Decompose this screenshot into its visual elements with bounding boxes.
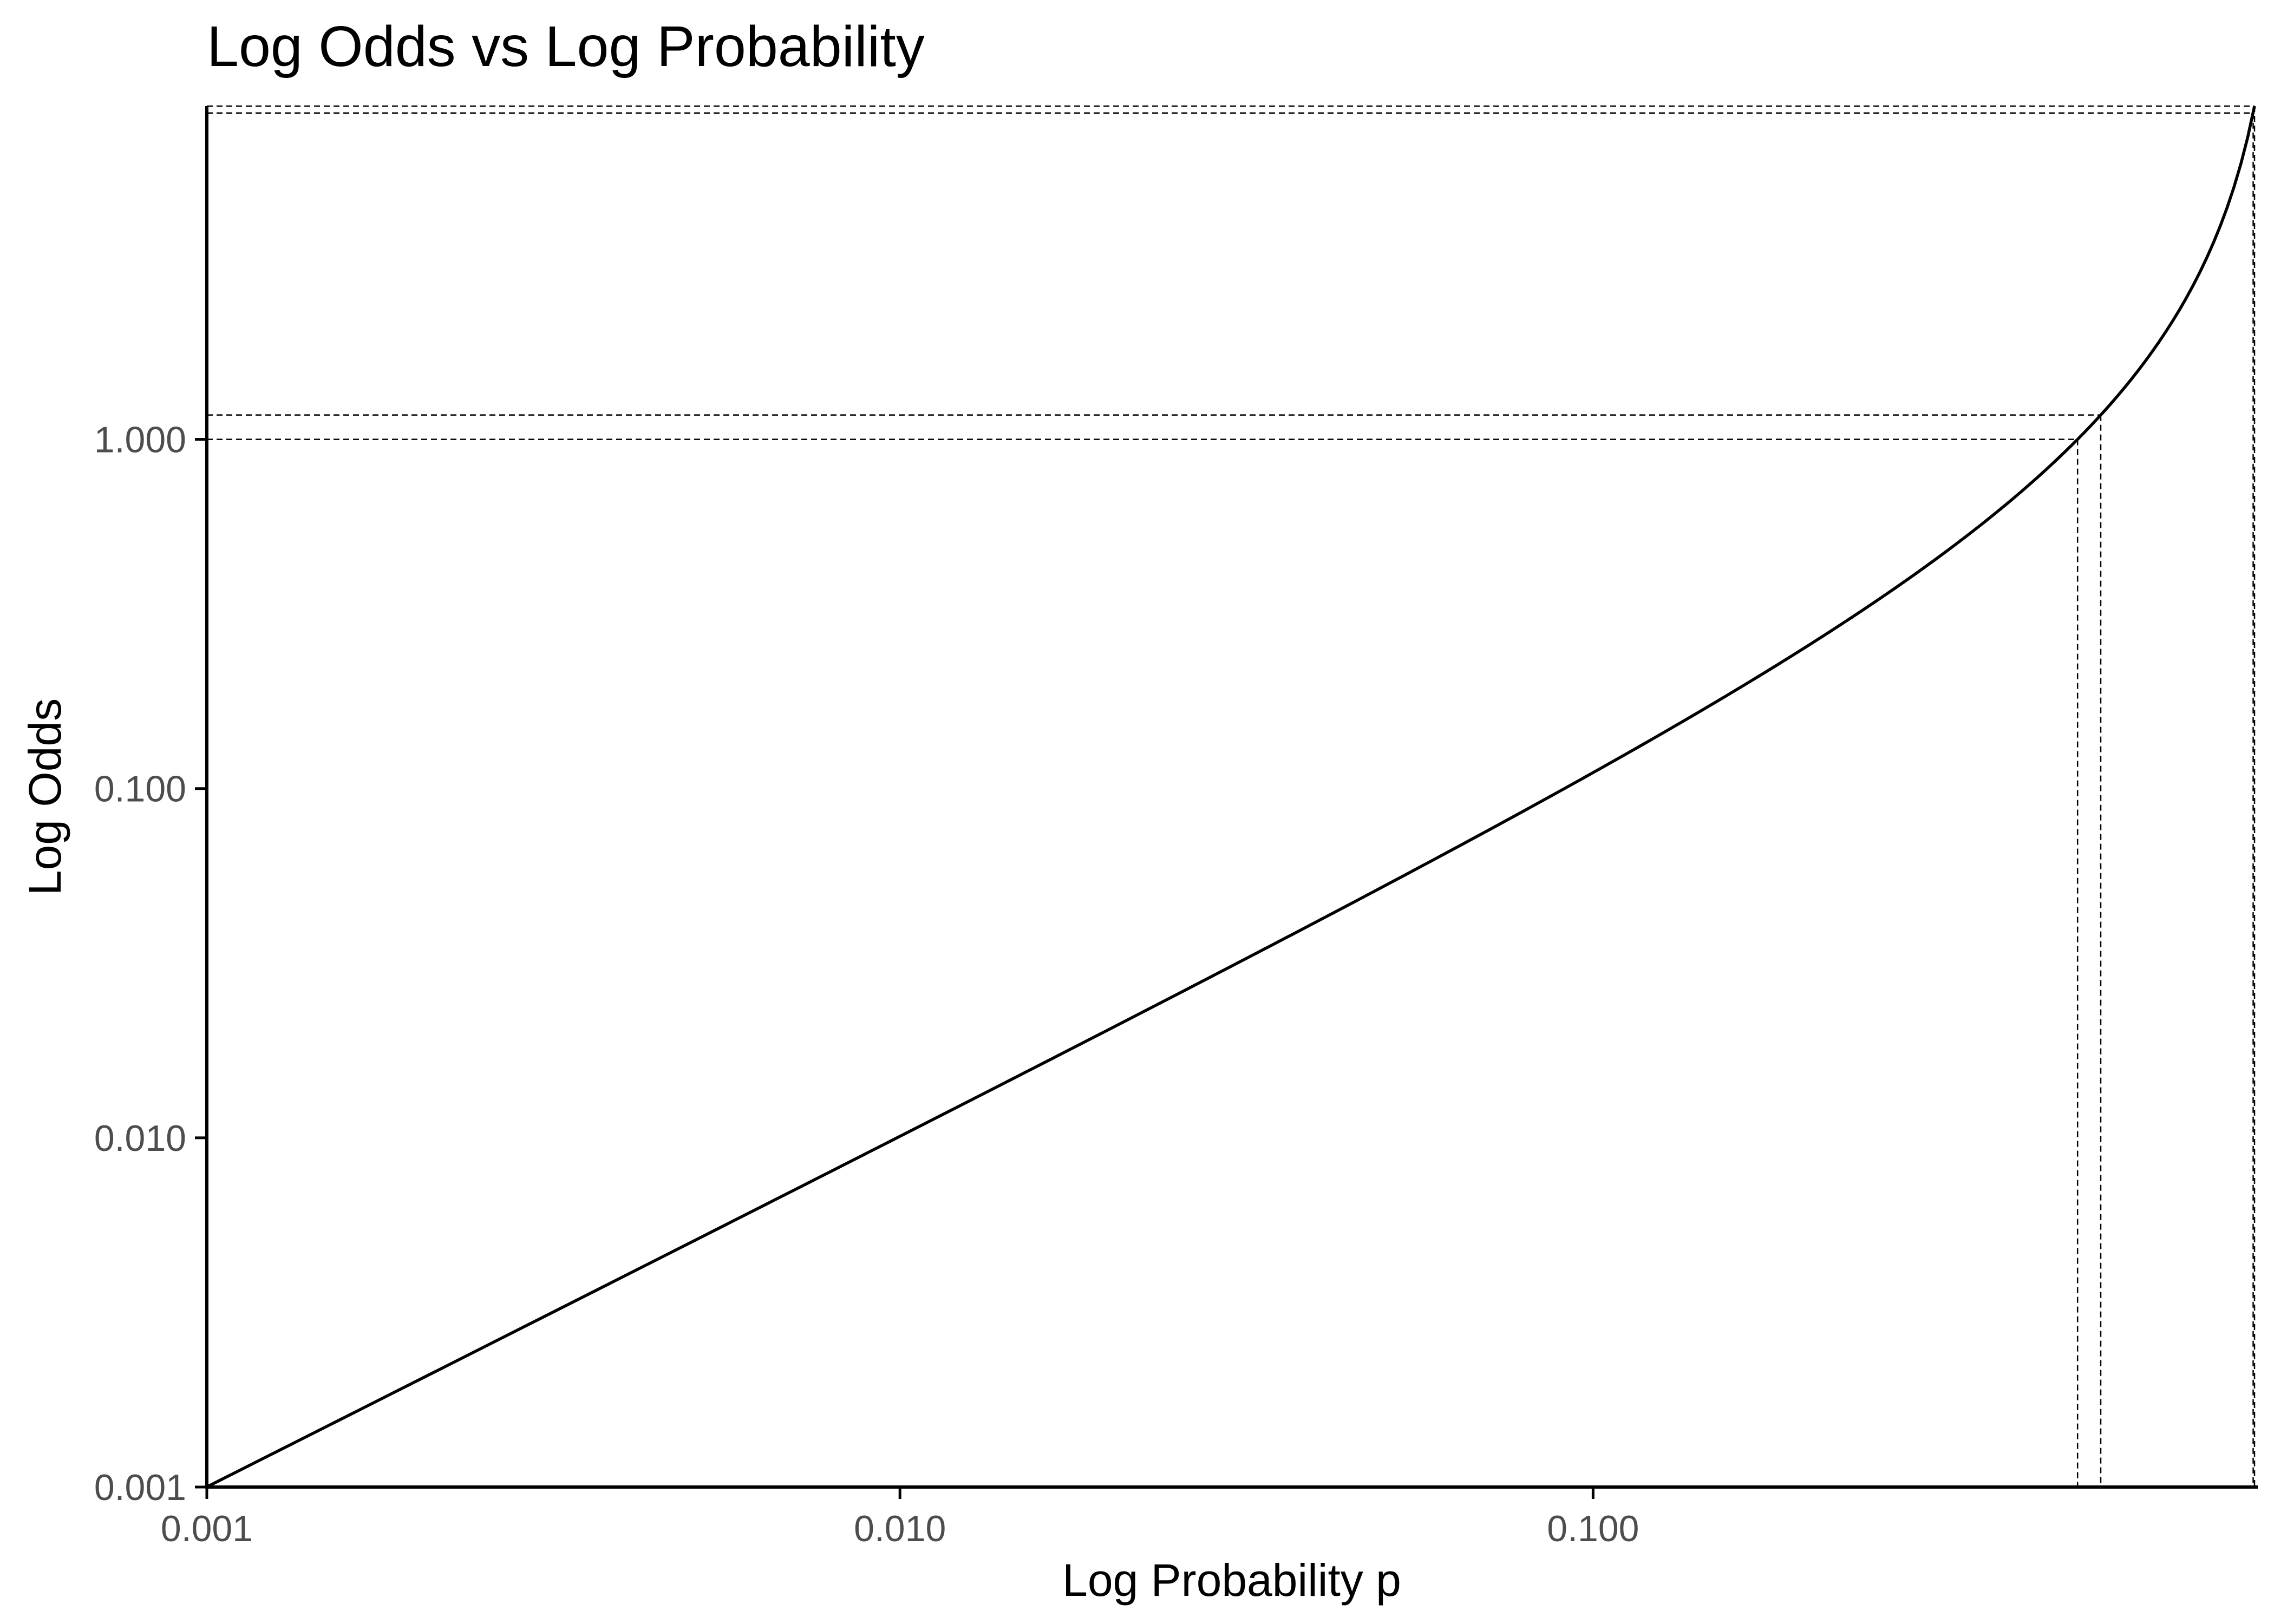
x-tick-label-0: 0.001 <box>161 1508 253 1549</box>
y-tick-label-2: 0.100 <box>94 769 186 810</box>
chart-title: Log Odds vs Log Probability <box>207 15 925 78</box>
series-line-0 <box>206 106 2256 1489</box>
reference-lines <box>207 105 2256 1487</box>
x-tick-label-2: 0.100 <box>1547 1508 1639 1549</box>
x-tick-label-1: 0.010 <box>854 1508 946 1549</box>
y-tick-label-0: 0.001 <box>94 1467 186 1508</box>
y-axis-title: Log Odds <box>19 698 70 895</box>
x-axis-ticks: 0.001 0.010 0.100 <box>161 1487 1639 1549</box>
y-axis-ticks: 0.001 0.010 0.100 1.000 <box>94 420 207 1508</box>
y-tick-label-1: 0.010 <box>94 1118 186 1159</box>
x-axis-title: Log Probability p <box>1062 1555 1401 1606</box>
series-group <box>206 106 2256 1489</box>
y-tick-label-3: 1.000 <box>94 420 186 461</box>
